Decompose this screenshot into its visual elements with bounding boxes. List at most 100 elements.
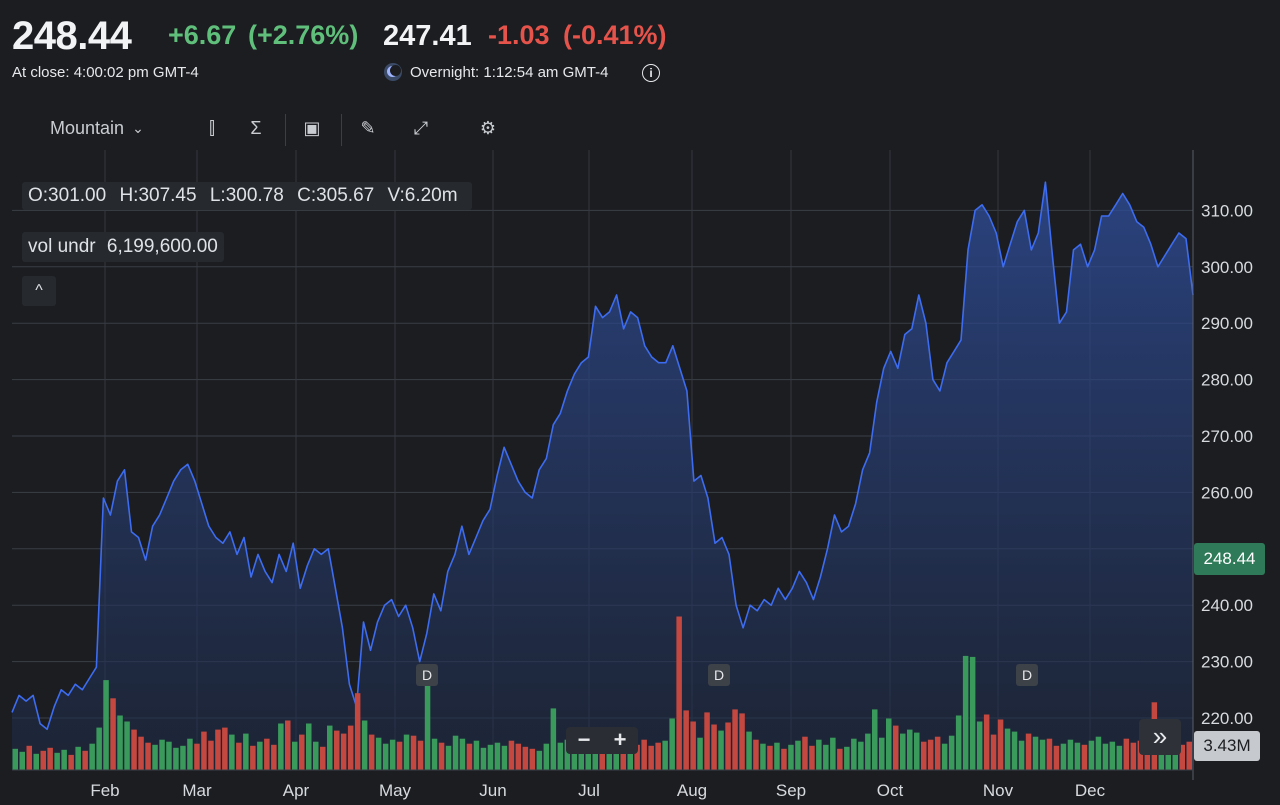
volume-bar (830, 737, 836, 770)
zoom-in-button[interactable]: + (613, 727, 627, 752)
volume-bar (879, 737, 885, 770)
volume-bar (271, 744, 277, 771)
volume-bar (250, 745, 256, 770)
volume-bar (82, 750, 88, 770)
x-tick-label: Mar (182, 781, 212, 800)
volume-bar (222, 727, 228, 770)
volume-bar (354, 693, 361, 770)
volume-bar (893, 725, 899, 770)
calendar-icon[interactable]: ▣ (303, 117, 321, 138)
indicators-icon[interactable]: Σ (250, 117, 262, 138)
volume-bar (557, 742, 564, 770)
volume-bar (802, 736, 808, 770)
volume-bar (1025, 733, 1032, 770)
volume-bar (117, 715, 123, 770)
volume-bar (690, 721, 696, 770)
volume-bar (33, 753, 39, 770)
volume-bar (1067, 739, 1074, 770)
x-tick-label: Jul (578, 781, 600, 800)
dividend-marker[interactable]: D (416, 664, 438, 686)
volume-bar (75, 746, 81, 770)
volume-bar (243, 733, 249, 770)
x-tick-label: May (379, 781, 412, 800)
toolbar-divider (341, 114, 342, 146)
volume-bar (767, 745, 773, 770)
volume-bar (1172, 747, 1178, 770)
volume-bar (306, 723, 312, 770)
volume-bar (40, 750, 46, 770)
volume-bar (389, 739, 396, 770)
info-icon[interactable]: i (642, 64, 660, 82)
volume-bar (1018, 740, 1025, 770)
volume-bar (1088, 740, 1095, 770)
volume-bar (194, 743, 200, 770)
y-tick-label: 260.00 (1201, 483, 1253, 502)
price-chart[interactable]: 220.00230.00240.00250.00260.00270.00280.… (0, 150, 1280, 805)
volume-bar (648, 745, 654, 770)
y-tick-label: 220.00 (1201, 709, 1253, 728)
ohlc-open: O:301.00 (28, 185, 107, 206)
volume-bar (131, 729, 137, 770)
overnight-change-percent: (-0.41%) (563, 20, 667, 50)
volume-tag: 3.43M (1194, 731, 1260, 761)
moon-icon (384, 63, 402, 81)
compare-icon[interactable]: ⫿ (209, 117, 215, 138)
price-area (11, 181, 1194, 770)
volume-bar (459, 738, 466, 770)
volume-bar (1186, 741, 1192, 770)
volume-bar (809, 745, 815, 770)
volume-bar (1060, 743, 1067, 770)
y-tick-label: 230.00 (1201, 653, 1253, 672)
volume-bar (941, 743, 948, 770)
volume-bar (865, 733, 871, 770)
volume-bar (361, 720, 368, 770)
volume-bar (187, 738, 193, 770)
volume-bar (990, 734, 997, 770)
dividend-marker[interactable]: D (708, 664, 730, 686)
x-tick-label: Dec (1075, 781, 1106, 800)
volume-legend-value: 6,199,600.00 (106, 236, 218, 257)
ohlc-legend: O:301.00 H:307.45 L:300.78 C:305.67 V:6.… (22, 182, 472, 210)
zoom-controls: − + (566, 727, 638, 754)
expand-icon[interactable]: ⤢ (413, 117, 429, 138)
volume-bar (697, 737, 703, 770)
volume-bar (110, 698, 116, 770)
volume-bar (816, 739, 822, 770)
volume-bar (1011, 731, 1018, 770)
volume-bar (47, 747, 53, 770)
volume-bar (424, 673, 431, 770)
pencil-icon[interactable]: ✎ (360, 117, 376, 138)
volume-bar (278, 723, 284, 770)
price-line (11, 181, 1194, 731)
y-tick-label: 280.00 (1201, 371, 1253, 390)
volume-bar (1165, 743, 1171, 770)
volume-bar (746, 731, 752, 770)
volume-bar (1046, 738, 1053, 770)
volume-bar (997, 719, 1004, 770)
volume-bar (285, 720, 291, 770)
volume-bar (445, 745, 452, 770)
volume-bar (340, 733, 347, 770)
volume-bar (334, 730, 340, 770)
volume-bar (564, 739, 571, 770)
volume-bar (68, 754, 74, 770)
volume-bar (529, 748, 536, 770)
volume-bar (508, 740, 515, 770)
zoom-out-button[interactable]: − (577, 727, 591, 752)
volume-bar (1116, 745, 1123, 770)
volume-bar (1137, 740, 1144, 770)
ohlc-low: L:300.78 (209, 185, 284, 206)
dividend-marker[interactable]: D (1016, 664, 1038, 686)
collapse-legend-button[interactable]: ^ (22, 276, 56, 306)
settings-icon[interactable]: ⚙ (479, 117, 497, 138)
volume-bar (54, 752, 60, 770)
volume-bar (452, 735, 459, 770)
volume-bar (501, 745, 508, 770)
volume-bar (173, 747, 179, 770)
volume-bars (12, 616, 1192, 771)
overnight-time-label: Overnight: 1:12:54 am GMT-4 (410, 64, 609, 81)
volume-bar (886, 718, 892, 770)
scroll-forward-button[interactable]: » (1139, 719, 1181, 755)
volume-bar (641, 739, 647, 770)
chart-type-dropdown[interactable]: Mountain ⌄ (50, 110, 170, 146)
